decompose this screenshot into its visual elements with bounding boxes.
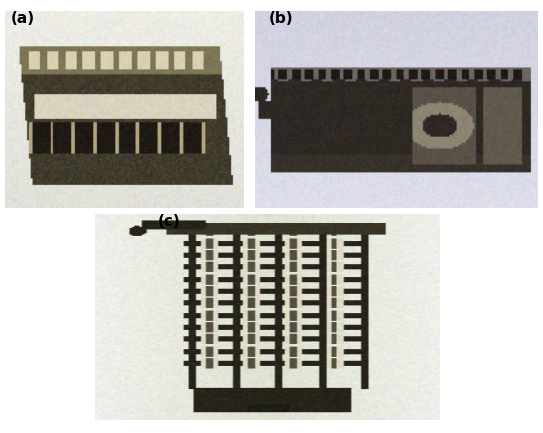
Text: (c): (c): [157, 214, 180, 229]
Text: (a): (a): [11, 11, 35, 26]
Text: (b): (b): [269, 11, 293, 26]
